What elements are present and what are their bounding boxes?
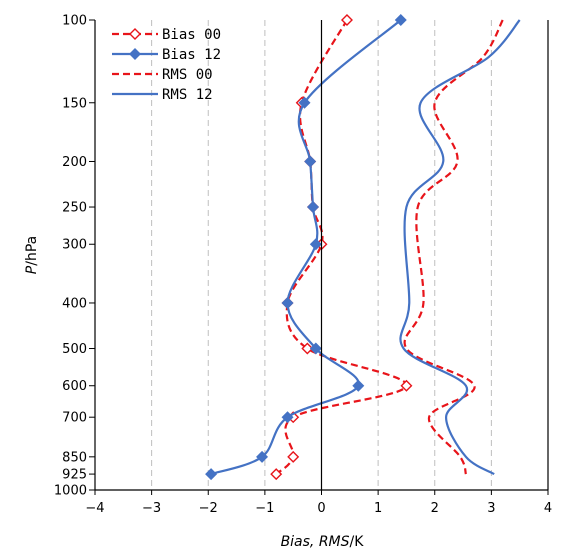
series-line-bias-12 — [210, 19, 402, 476]
y-tick-label: 850 — [62, 450, 87, 465]
y-tick-label: 1000 — [54, 484, 87, 499]
data-point-bias-12 — [304, 155, 317, 168]
series-line-rms-00 — [403, 19, 504, 475]
series-line-rms-12 — [399, 19, 521, 476]
data-point-bias-12 — [281, 411, 294, 424]
data-point-bias-00 — [400, 379, 413, 392]
data-point-bias-12 — [309, 342, 322, 355]
y-axis-title-unit: /hPa — [24, 236, 40, 266]
x-tick-label: 4 — [544, 501, 552, 516]
legend-item-bias-00: Bias 00 — [112, 27, 221, 43]
data-point-bias-00 — [270, 468, 283, 481]
legend-item-rms-12: RMS 12 — [112, 87, 213, 103]
y-tick-label: 925 — [62, 468, 87, 483]
x-tick-label: 0 — [317, 501, 325, 516]
legend-label: RMS 00 — [162, 67, 213, 83]
legend-marker — [129, 28, 141, 40]
x-tick-label: −1 — [255, 501, 274, 516]
y-tick-label: 250 — [62, 201, 87, 216]
data-point-bias-12 — [394, 14, 407, 26]
y-tick-label: 700 — [62, 411, 87, 426]
legend-label: RMS 12 — [162, 87, 213, 103]
y-tick-label: 600 — [62, 379, 87, 394]
legend-item-rms-00: RMS 00 — [112, 67, 213, 83]
series-rms-12 — [399, 19, 521, 476]
x-tick-label: −4 — [85, 501, 104, 516]
data-point-bias-00 — [340, 14, 353, 26]
legend-label: Bias 12 — [162, 47, 221, 63]
y-tick-label: 500 — [62, 342, 87, 357]
x-axis-title-unit: /K — [350, 534, 365, 550]
legend-item-bias-12: Bias 12 — [112, 47, 221, 63]
data-point-bias-12 — [307, 201, 319, 214]
x-axis-title: Bias, RMS/K — [281, 534, 365, 550]
x-tick-label: 1 — [374, 501, 382, 516]
data-point-bias-12 — [281, 296, 294, 309]
y-axis-title: P/hPa — [24, 236, 40, 274]
y-axis-title-italic: P — [24, 265, 40, 274]
data-point-bias-12 — [352, 379, 365, 392]
y-tick-label: 150 — [62, 96, 87, 111]
series-rms-00 — [403, 19, 504, 475]
data-point-bias-12 — [309, 238, 322, 251]
legend-marker — [129, 48, 141, 60]
series-line-bias-00 — [275, 19, 408, 475]
legend: Bias 00 Bias 12 RMS 00 RMS 12 — [112, 27, 221, 103]
y-tick-label: 300 — [62, 238, 87, 253]
data-point-bias-00 — [287, 450, 300, 463]
data-point-bias-00 — [301, 342, 314, 355]
series-bias-12 — [205, 14, 407, 481]
data-point-bias-12 — [256, 450, 269, 463]
x-tick-label: 2 — [431, 501, 439, 516]
x-axis: −4 −3 −2 −1 0 1 2 3 4 — [85, 490, 552, 516]
x-axis-title-italic: Bias, RMS — [281, 534, 350, 550]
y-tick-label: 100 — [62, 14, 87, 29]
x-tick-label: 3 — [487, 501, 495, 516]
plot-frame — [94, 20, 549, 491]
data-point-bias-12 — [298, 96, 311, 109]
legend-label: Bias 00 — [162, 27, 221, 43]
x-tick-label: −3 — [142, 501, 161, 516]
series-bias-00 — [270, 14, 413, 481]
x-tick-label: −2 — [199, 501, 218, 516]
y-tick-label: 200 — [62, 155, 87, 170]
series-layer — [205, 14, 521, 481]
data-point-bias-12 — [205, 468, 218, 481]
y-tick-label: 400 — [62, 296, 87, 311]
